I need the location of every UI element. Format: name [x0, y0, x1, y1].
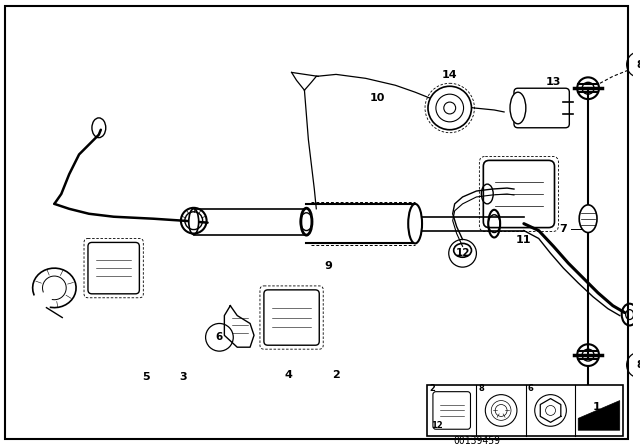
Text: 8: 8 [636, 60, 640, 69]
Polygon shape [225, 306, 254, 347]
Text: 6: 6 [216, 332, 223, 342]
Text: 1: 1 [593, 401, 601, 412]
Text: 12: 12 [431, 421, 443, 430]
Polygon shape [540, 399, 561, 422]
Text: 4: 4 [285, 370, 292, 380]
FancyBboxPatch shape [483, 160, 554, 228]
Text: 6: 6 [528, 383, 534, 393]
Text: 11: 11 [516, 236, 532, 246]
Polygon shape [578, 401, 620, 430]
FancyBboxPatch shape [433, 392, 470, 429]
Circle shape [485, 395, 517, 426]
Text: 10: 10 [370, 93, 385, 103]
Circle shape [428, 86, 472, 130]
Text: 13: 13 [546, 78, 561, 87]
Text: 14: 14 [442, 70, 458, 80]
Text: 3: 3 [179, 372, 187, 382]
Polygon shape [33, 268, 76, 308]
FancyBboxPatch shape [264, 290, 319, 345]
FancyBboxPatch shape [514, 88, 570, 128]
Text: 9: 9 [324, 261, 332, 271]
Bar [427, 385, 623, 436]
Ellipse shape [510, 92, 526, 124]
Ellipse shape [301, 209, 311, 234]
Text: 00139459: 00139459 [453, 436, 500, 446]
Text: 12: 12 [455, 248, 470, 258]
Text: 7: 7 [559, 224, 567, 233]
Text: 8: 8 [478, 383, 484, 393]
Text: 5: 5 [143, 372, 150, 382]
Text: 2: 2 [429, 383, 435, 393]
Text: 8: 8 [636, 360, 640, 370]
Circle shape [535, 395, 566, 426]
Text: 2: 2 [332, 370, 340, 380]
FancyBboxPatch shape [88, 242, 140, 294]
Ellipse shape [189, 209, 198, 234]
Ellipse shape [408, 204, 422, 243]
Ellipse shape [579, 205, 597, 233]
